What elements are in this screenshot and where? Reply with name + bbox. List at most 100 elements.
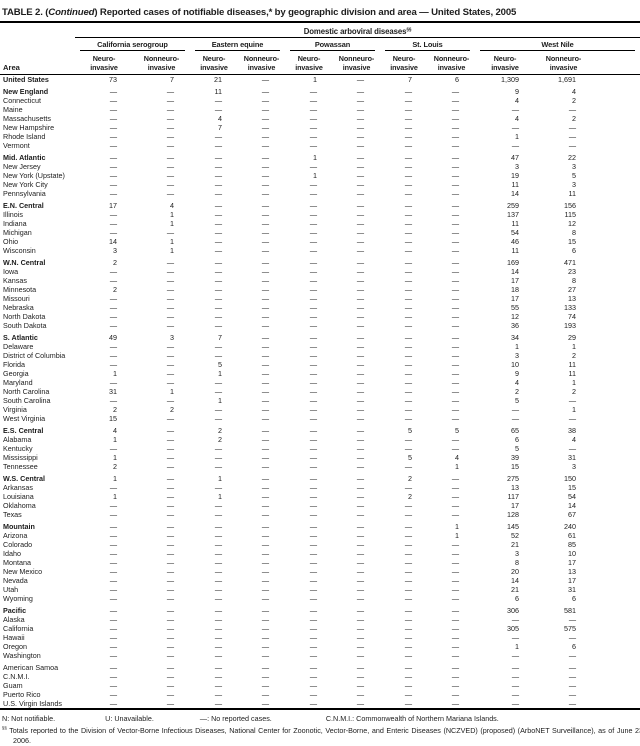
cell-value: —: [451, 567, 459, 576]
cell-value: —: [568, 123, 576, 132]
cell-value: —: [214, 699, 222, 708]
cell-value: —: [309, 522, 317, 531]
cell-value: —: [166, 123, 174, 132]
cell-value: 117: [507, 492, 519, 501]
cell-value: 5: [218, 360, 222, 369]
row-area-label: Nebraska: [3, 303, 34, 312]
cell-value: —: [356, 474, 364, 483]
cell-value: —: [404, 312, 412, 321]
cell-value: —: [356, 690, 364, 699]
col-header-nonneuroinvasive: Nonneuro-invasive: [143, 54, 180, 72]
cell-value: —: [214, 153, 222, 162]
spacer-cell: [592, 396, 640, 405]
cell-value: 5: [572, 171, 576, 180]
cell-value: —: [356, 522, 364, 531]
row-area-label: Washington: [3, 651, 41, 660]
spacer-cell: [592, 201, 640, 210]
cell-value: —: [261, 633, 269, 642]
cell-value: —: [404, 699, 412, 708]
row-area-label: Iowa: [3, 267, 19, 276]
cell-value: 1: [170, 237, 174, 246]
row-area-label: Illinois: [3, 210, 23, 219]
notifiable-diseases-table: Domestic arboviral diseases§§ California…: [0, 24, 640, 710]
cell-value: —: [451, 558, 459, 567]
cell-value: —: [356, 615, 364, 624]
cell-value: —: [166, 444, 174, 453]
cell-value: —: [109, 378, 117, 387]
cell-value: —: [214, 210, 222, 219]
table-row: Montana — — — — — — — — 8 17: [0, 558, 640, 567]
column-group-eastern-equine: Eastern equine: [195, 40, 280, 51]
cell-value: —: [214, 483, 222, 492]
cell-value: —: [356, 576, 364, 585]
row-area-label: Missouri: [3, 294, 30, 303]
cell-value: —: [356, 210, 364, 219]
cell-value: 2: [218, 426, 222, 435]
cell-value: 1: [313, 153, 317, 162]
cell-value: 22: [568, 153, 576, 162]
cell-value: —: [309, 351, 317, 360]
cell-value: 15: [568, 483, 576, 492]
cell-value: 13: [568, 294, 576, 303]
cell-value: —: [568, 615, 576, 624]
row-area-label: W.S. Central: [3, 474, 45, 483]
cell-value: 1,691: [558, 75, 576, 84]
cell-value: —: [109, 132, 117, 141]
cell-value: —: [214, 258, 222, 267]
cell-value: —: [261, 378, 269, 387]
spacer-cell: [592, 294, 640, 303]
cell-value: —: [309, 105, 317, 114]
cell-value: 3: [572, 162, 576, 171]
cell-value: —: [451, 540, 459, 549]
cell-value: —: [109, 549, 117, 558]
cell-value: —: [109, 594, 117, 603]
cell-value: —: [356, 672, 364, 681]
cell-value: —: [451, 501, 459, 510]
cell-value: —: [356, 387, 364, 396]
cell-value: 115: [564, 210, 576, 219]
spacer-cell: [592, 189, 640, 198]
cell-value: —: [309, 501, 317, 510]
cell-value: —: [261, 396, 269, 405]
cell-value: —: [309, 435, 317, 444]
cell-value: —: [261, 267, 269, 276]
cell-value: —: [214, 663, 222, 672]
cell-value: —: [166, 312, 174, 321]
cell-value: 4: [170, 201, 174, 210]
column-group-st-louis: St. Louis: [385, 40, 470, 51]
spacer-cell: [592, 303, 640, 312]
cell-value: —: [404, 642, 412, 651]
cell-value: —: [356, 453, 364, 462]
cell-value: —: [451, 510, 459, 519]
cell-value: 20: [511, 567, 519, 576]
cell-value: —: [261, 522, 269, 531]
row-area-label: Nevada: [3, 576, 28, 585]
cell-value: 128: [507, 510, 519, 519]
cell-value: 21: [214, 75, 222, 84]
cell-value: —: [166, 360, 174, 369]
table-row: Minnesota 2 — — — — — — — 18 27: [0, 285, 640, 294]
col-header-nonneuroinvasive: Nonneuro-invasive: [433, 54, 470, 72]
cell-value: —: [166, 651, 174, 660]
table-row: Colorado — — — — — — — — 21 85: [0, 540, 640, 549]
cell-value: —: [451, 396, 459, 405]
row-area-label: North Dakota: [3, 312, 46, 321]
cell-value: 11: [511, 180, 519, 189]
cell-value: —: [166, 510, 174, 519]
row-area-label: Colorado: [3, 540, 33, 549]
cell-value: —: [214, 531, 222, 540]
cell-value: 4: [218, 114, 222, 123]
spacer-cell: [592, 321, 640, 330]
row-area-label: Massachusetts: [3, 114, 51, 123]
cell-value: 18: [511, 285, 519, 294]
cell-value: —: [451, 672, 459, 681]
cell-value: —: [261, 201, 269, 210]
cell-value: —: [404, 369, 412, 378]
cell-value: 15: [568, 237, 576, 246]
cell-value: —: [309, 405, 317, 414]
spacer-cell: [592, 444, 640, 453]
cell-value: —: [166, 321, 174, 330]
cell-value: —: [404, 303, 412, 312]
cell-value: —: [214, 414, 222, 423]
cell-value: —: [214, 672, 222, 681]
